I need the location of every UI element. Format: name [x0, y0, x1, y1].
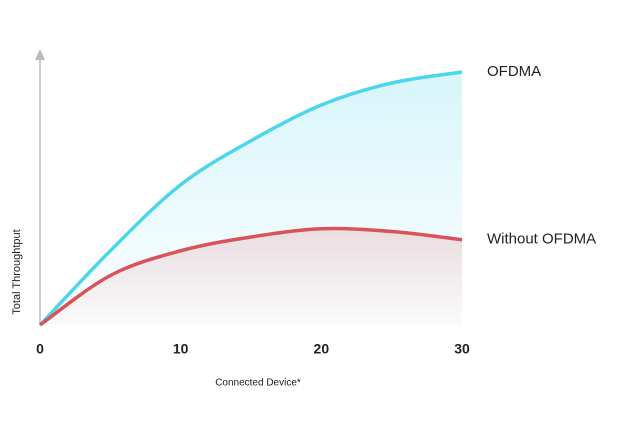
x-tick-label: 20: [314, 341, 330, 357]
y-axis-arrow: [35, 49, 45, 60]
line: [38, 226, 463, 327]
x-tick-label: 30: [454, 341, 470, 357]
y-axis-label: Total Throughtput: [11, 229, 23, 314]
line: [38, 70, 463, 327]
x-tick-label: 10: [173, 341, 189, 357]
x-axis-label: Connected Device*: [215, 378, 301, 389]
area: [40, 228, 462, 325]
legend-label: OFDMA: [487, 63, 541, 80]
x-tick-label: 0: [36, 341, 44, 357]
legend-label: Without OFDMA: [487, 231, 596, 248]
